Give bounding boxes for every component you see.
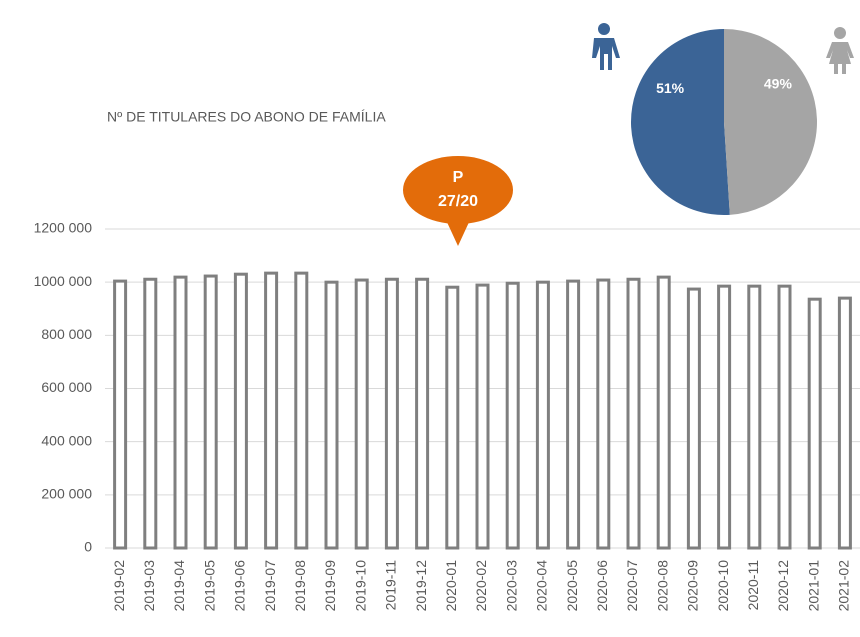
pie-label: 51% bbox=[656, 80, 685, 96]
bar bbox=[837, 296, 852, 550]
x-tick-label: 2019-08 bbox=[292, 560, 308, 612]
x-tick-label: 2020-01 bbox=[443, 560, 459, 612]
x-tick-label: 2019-03 bbox=[141, 560, 157, 612]
x-tick-label: 2019-05 bbox=[201, 560, 217, 612]
callout: P 27/20 bbox=[403, 156, 513, 246]
pie-slice bbox=[631, 29, 730, 215]
bar bbox=[173, 275, 188, 550]
x-tick-label: 2020-10 bbox=[715, 560, 731, 612]
x-tick-label: 2020-08 bbox=[654, 560, 670, 612]
x-tick-label: 2020-02 bbox=[473, 560, 489, 612]
bar bbox=[203, 274, 218, 550]
y-tick-label: 0 bbox=[84, 539, 92, 555]
x-tick-label: 2019-10 bbox=[352, 560, 368, 612]
x-tick-label: 2021-01 bbox=[805, 560, 821, 612]
x-tick-label: 2019-04 bbox=[171, 560, 187, 612]
female-icon bbox=[826, 27, 854, 74]
bar bbox=[596, 278, 611, 550]
bar bbox=[505, 281, 520, 550]
bar bbox=[535, 280, 550, 550]
x-tick-label: 2019-02 bbox=[111, 560, 127, 612]
bar bbox=[294, 271, 309, 550]
bar bbox=[475, 283, 490, 550]
bar bbox=[324, 280, 339, 550]
bar bbox=[384, 277, 399, 550]
x-tick-label: 2020-03 bbox=[503, 560, 519, 612]
x-tick-label: 2020-12 bbox=[775, 560, 791, 612]
y-tick-label: 600 000 bbox=[41, 379, 92, 395]
y-tick-label: 1200 000 bbox=[34, 220, 93, 236]
male-icon bbox=[592, 23, 620, 70]
y-tick-label: 200 000 bbox=[41, 486, 92, 502]
x-tick-label: 2020-05 bbox=[564, 560, 580, 612]
callout-pointer bbox=[446, 220, 470, 246]
x-tick-label: 2020-07 bbox=[624, 560, 640, 612]
x-tick-label: 2021-02 bbox=[836, 560, 852, 612]
bar bbox=[264, 271, 279, 550]
bar bbox=[566, 279, 581, 550]
pie-label: 49% bbox=[764, 76, 793, 92]
bar bbox=[717, 284, 732, 550]
bar bbox=[777, 284, 792, 550]
x-tick-label: 2019-11 bbox=[383, 560, 399, 611]
bar bbox=[747, 284, 762, 550]
bar bbox=[807, 297, 822, 550]
bar bbox=[233, 272, 248, 550]
x-tick-label: 2019-09 bbox=[322, 560, 338, 612]
chart-title: Nº DE TITULARES DO ABONO DE FAMÍLIA bbox=[107, 109, 386, 125]
callout-text: 27/20 bbox=[438, 193, 478, 210]
bar bbox=[626, 277, 641, 550]
callout-bubble bbox=[403, 156, 513, 224]
bar bbox=[656, 275, 671, 550]
bar bbox=[143, 277, 158, 550]
callout-text: P bbox=[453, 169, 464, 186]
y-tick-label: 800 000 bbox=[41, 326, 92, 342]
x-tick-label: 2020-09 bbox=[685, 560, 701, 612]
x-tick-label: 2019-07 bbox=[262, 560, 278, 612]
x-tick-label: 2020-06 bbox=[594, 560, 610, 612]
y-tick-label: 1000 000 bbox=[34, 273, 93, 289]
bar bbox=[445, 285, 460, 550]
x-tick-label: 2020-11 bbox=[745, 560, 761, 611]
x-tick-label: 2019-12 bbox=[413, 560, 429, 612]
y-tick-label: 400 000 bbox=[41, 432, 92, 448]
pie-slice bbox=[724, 29, 818, 215]
bar bbox=[686, 287, 701, 550]
bar bbox=[354, 278, 369, 550]
bar bbox=[113, 279, 128, 550]
x-tick-label: 2020-04 bbox=[534, 560, 550, 612]
x-tick-label: 2019-06 bbox=[232, 560, 248, 612]
bar bbox=[415, 277, 430, 550]
